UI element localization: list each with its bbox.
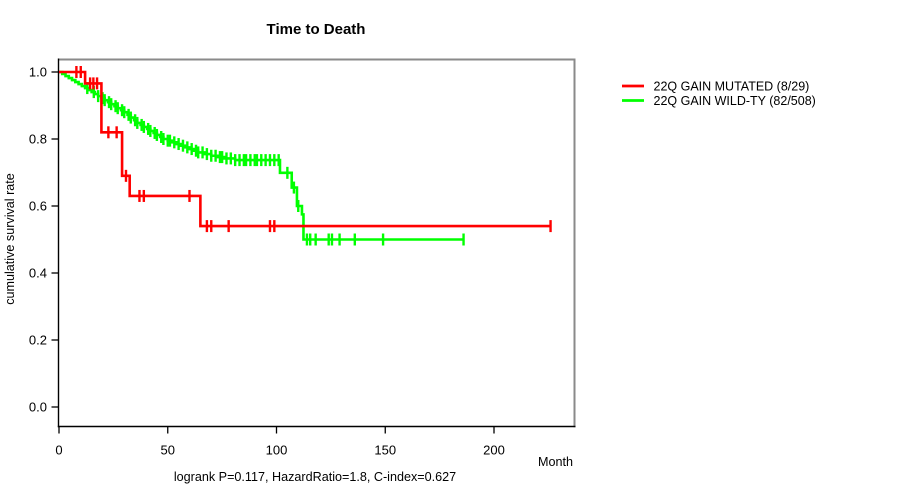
x-axis: 0 50 100 150 200 <box>55 427 505 458</box>
y-axis: 0.0 0.2 0.4 0.6 0.8 1.0 <box>29 65 58 415</box>
y-tick-label: 0.8 <box>29 132 47 147</box>
x-axis-label: Month <box>538 455 573 469</box>
y-tick-label: 0.0 <box>29 400 47 415</box>
km-curve <box>59 70 551 228</box>
chart-title: Time to Death <box>267 21 366 38</box>
x-tick-label: 0 <box>55 443 62 458</box>
y-axis-label: cumulative survival rate <box>3 173 17 305</box>
x-tick-label: 150 <box>374 443 396 458</box>
y-tick-label: 0.2 <box>29 333 47 348</box>
curves <box>59 66 552 246</box>
legend: 22Q GAIN MUTATED (8/29)22Q GAIN WILD-TY … <box>622 80 816 108</box>
y-tick-label: 0.6 <box>29 199 47 214</box>
x-tick-label: 100 <box>266 443 288 458</box>
legend-label: 22Q GAIN WILD-TY (82/508) <box>654 94 816 108</box>
footnote: logrank P=0.117, HazardRatio=1.8, C-inde… <box>174 470 456 484</box>
plot-box <box>57 58 576 428</box>
x-tick-label: 200 <box>483 443 505 458</box>
y-tick-label: 1.0 <box>29 65 47 80</box>
y-tick-label: 0.4 <box>29 266 47 281</box>
x-tick-label: 50 <box>161 443 175 458</box>
legend-label: 22Q GAIN MUTATED (8/29) <box>654 80 810 94</box>
